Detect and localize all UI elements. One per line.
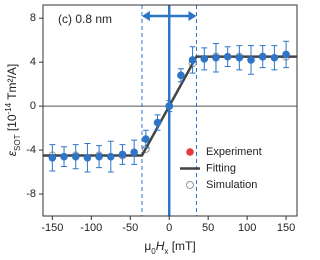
annotation: (c) 0.8 nm [58,12,112,26]
legend-label: Simulation [206,179,257,191]
y-tick-label: 8 [30,12,36,24]
x-axis-label-part: H [156,239,165,253]
experiment-point [212,53,220,62]
experiment-point [48,153,57,162]
x-axis-label: μ0Hx [mT] [144,239,195,255]
legend-key [186,181,194,189]
experiment-point [235,53,244,62]
x-tick-label: 150 [277,222,295,234]
x-axis-label-part: μ [144,239,151,253]
y-axis-label-part: ε [5,150,19,156]
y-tick-label: 0 [30,100,36,112]
legend-label: Experiment [206,146,262,158]
x-tick-label: -50 [122,222,138,234]
experiment-point [200,55,209,63]
experiment-point [142,135,150,143]
experiment-point [258,52,267,61]
x-tick-label: 50 [202,222,214,234]
x-axis-label-part: [mT] [168,239,195,253]
legend-label: Fitting [206,162,236,174]
plot-frame [42,4,298,217]
x-tick-label: -150 [41,222,63,234]
y-tick-label: -4 [26,144,36,156]
experiment-point [188,56,197,64]
y-tick-label: 4 [30,56,36,68]
x-tick-label: 100 [238,222,256,234]
y-axis-label: εSOT [10-14 Tm²/A] [4,64,22,156]
experiment-point [71,152,80,161]
experiment-point [282,50,290,59]
experiment-point [223,52,232,61]
experiment-point [95,152,103,161]
experiment-point [130,148,138,157]
experiment-point [247,56,255,64]
x-axis-label-part: 0 [151,247,156,256]
experiment-point [153,118,162,127]
y-axis-label-part: SOT [13,134,22,151]
y-axis-label-part: -14 [4,102,13,114]
chart: (c) 0.8 nm -8 -4 0 4 8 -150 -100 -50 0 50 100 150 Ex… [4,4,298,256]
legend-key [186,148,194,156]
experiment-point [83,153,92,162]
experiment-point [118,150,127,159]
experiment-point [165,102,174,110]
experiment-point [106,152,115,161]
y-axis-label-part: Tm²/A] [5,64,19,103]
experiment-point [60,152,68,161]
y-tick-label: -8 [26,188,36,200]
experiment-point [177,71,185,80]
x-tick-label: -100 [80,222,102,234]
y-axis-label-part: [10 [5,114,19,134]
x-axis-label-part: x [164,247,168,256]
experiment-point [270,53,279,62]
x-tick-label: 0 [166,222,172,234]
